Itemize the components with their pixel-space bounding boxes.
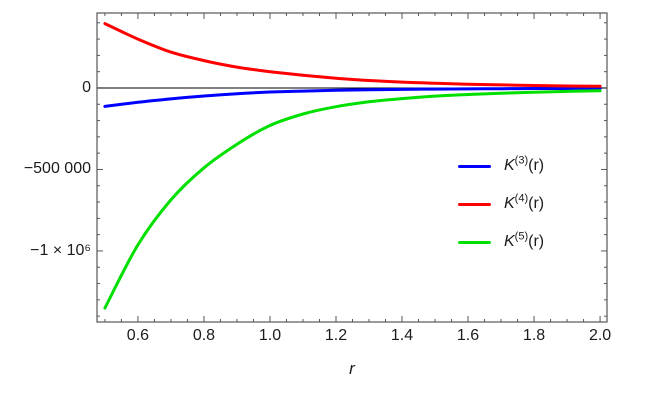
- x-axis-label: r: [349, 359, 355, 378]
- plot-frame: [96, 12, 608, 323]
- legend-item-k3: K(3)(r): [458, 154, 545, 175]
- legend-item-k5: K(5)(r): [458, 230, 545, 251]
- x-tick-label: 1.8: [522, 327, 546, 344]
- curve-k3r: [103, 86, 602, 108]
- legend-swatch-k5: [458, 240, 491, 244]
- x-tick-label: 1.0: [258, 327, 282, 344]
- legend-label-k4: K(4)(r): [504, 192, 545, 212]
- x-tick-label: 1.6: [456, 327, 480, 344]
- legend-label-k3: K(3)(r): [504, 154, 545, 174]
- y-tick-label: 0: [82, 78, 91, 96]
- y-tick-label: −500 000: [23, 160, 91, 178]
- x-tick-label: 1.4: [390, 327, 414, 344]
- x-tick-label: 0.6: [126, 327, 150, 344]
- y-tick-label: −1 × 10⁶: [30, 241, 91, 259]
- x-tick-label: 0.8: [192, 327, 216, 344]
- x-tick-label: 2.0: [588, 327, 612, 344]
- curve-k4r: [103, 22, 602, 88]
- legend-swatch-k4: [458, 202, 491, 206]
- legend-label-k5: K(5)(r): [504, 230, 545, 250]
- x-tick-label: 1.2: [324, 327, 348, 344]
- legend-item-k4: K(4)(r): [458, 192, 545, 213]
- curve-k5r: [103, 89, 602, 310]
- legend-swatch-k3: [458, 164, 491, 168]
